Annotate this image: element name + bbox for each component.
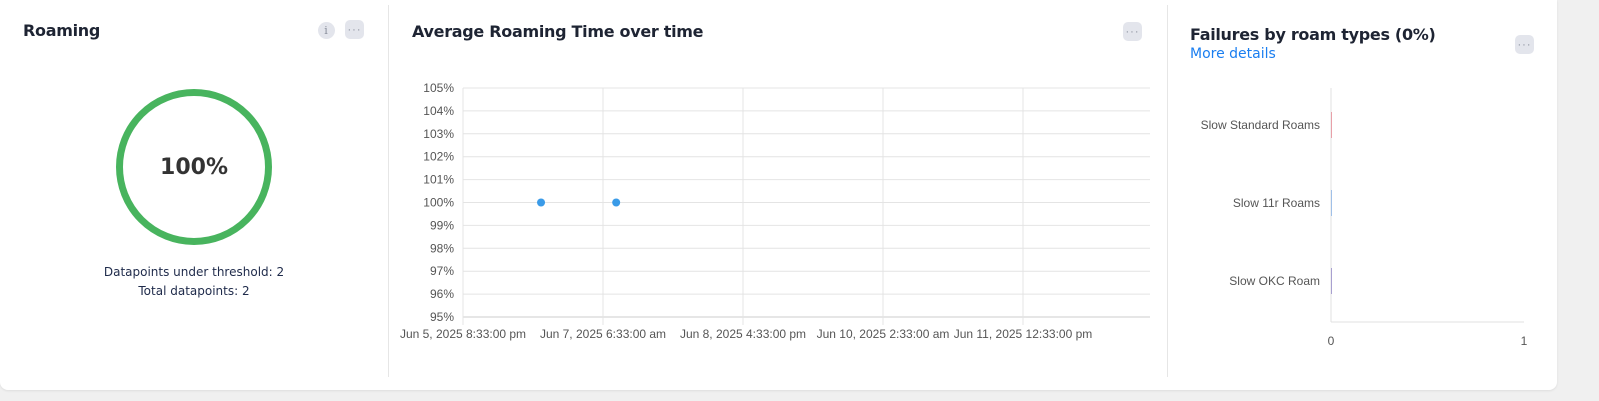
more-details-link[interactable]: More details <box>1190 46 1276 62</box>
x-tick-label: 0 <box>1328 334 1335 348</box>
avg-chart-title: Average Roaming Time over time <box>412 22 704 41</box>
y-tick-label: 102% <box>423 150 454 164</box>
more-options-button[interactable]: ··· <box>1123 22 1142 41</box>
divider <box>1167 5 1168 377</box>
y-tick-label: 97% <box>430 264 454 278</box>
x-tick-label: Jun 10, 2025 2:33:00 am <box>817 327 950 341</box>
info-icon[interactable]: i <box>318 22 335 39</box>
y-tick-label: 99% <box>430 218 454 232</box>
y-tick-label: 98% <box>430 241 454 255</box>
failures-title: Failures by roam types (0%) <box>1190 25 1436 44</box>
roaming-gauge: 100% <box>116 89 272 245</box>
y-tick-label: 95% <box>430 310 454 324</box>
category-label: Slow Standard Roams <box>1201 118 1320 132</box>
more-options-button[interactable]: ··· <box>345 20 364 39</box>
more-options-button[interactable]: ··· <box>1515 35 1534 54</box>
failures-bar-chart: Slow Standard Roams Slow 11r Roams Slow OK… <box>1201 88 1528 348</box>
y-tick-label: 104% <box>423 104 454 118</box>
x-tick-label: Jun 11, 2025 12:33:00 pm <box>954 327 1093 341</box>
y-tick-label: 105% <box>423 81 454 95</box>
y-tick-label: 103% <box>423 127 454 141</box>
divider <box>388 5 389 377</box>
data-point <box>612 198 621 207</box>
y-tick-label: 101% <box>423 173 454 187</box>
x-tick-label: Jun 8, 2025 4:33:00 pm <box>680 327 806 341</box>
avg-roaming-chart: 95% 96% 97% 98% 99% 100% 101% 102% 103% 104% 105% J… <box>400 81 1150 341</box>
data-point <box>537 198 546 207</box>
x-tick-label: 1 <box>1521 334 1528 348</box>
gauge-value: 100% <box>160 154 228 180</box>
y-tick-label: 96% <box>430 287 454 301</box>
category-label: Slow OKC Roam <box>1229 274 1320 288</box>
roaming-title: Roaming <box>23 21 101 40</box>
y-tick-label: 100% <box>423 196 454 210</box>
bar <box>1331 112 1332 138</box>
category-label: Slow 11r Roams <box>1233 196 1320 210</box>
bar <box>1331 268 1332 294</box>
datapoints-under-threshold: Datapoints under threshold: 2 <box>103 265 285 279</box>
x-tick-label: Jun 7, 2025 6:33:00 am <box>540 327 666 341</box>
roaming-dashboard-card: Roaming i ··· 100% Datapoints under thre… <box>0 0 1557 390</box>
bar <box>1331 190 1332 216</box>
total-datapoints: Total datapoints: 2 <box>138 284 250 298</box>
x-tick-label: Jun 5, 2025 8:33:00 pm <box>400 327 526 341</box>
